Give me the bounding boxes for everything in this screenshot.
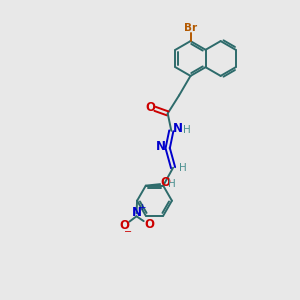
Text: H: H (183, 125, 191, 135)
Text: H: H (179, 163, 187, 173)
Text: +: + (138, 203, 146, 212)
Text: O: O (145, 101, 155, 115)
Text: Br: Br (184, 23, 197, 33)
Text: O: O (119, 219, 129, 232)
Text: N: N (131, 206, 142, 219)
Text: O: O (160, 176, 170, 189)
Text: H: H (168, 179, 176, 189)
Text: N: N (173, 122, 183, 135)
Text: O: O (144, 218, 154, 231)
Text: N: N (156, 140, 166, 153)
Text: −: − (124, 227, 133, 237)
